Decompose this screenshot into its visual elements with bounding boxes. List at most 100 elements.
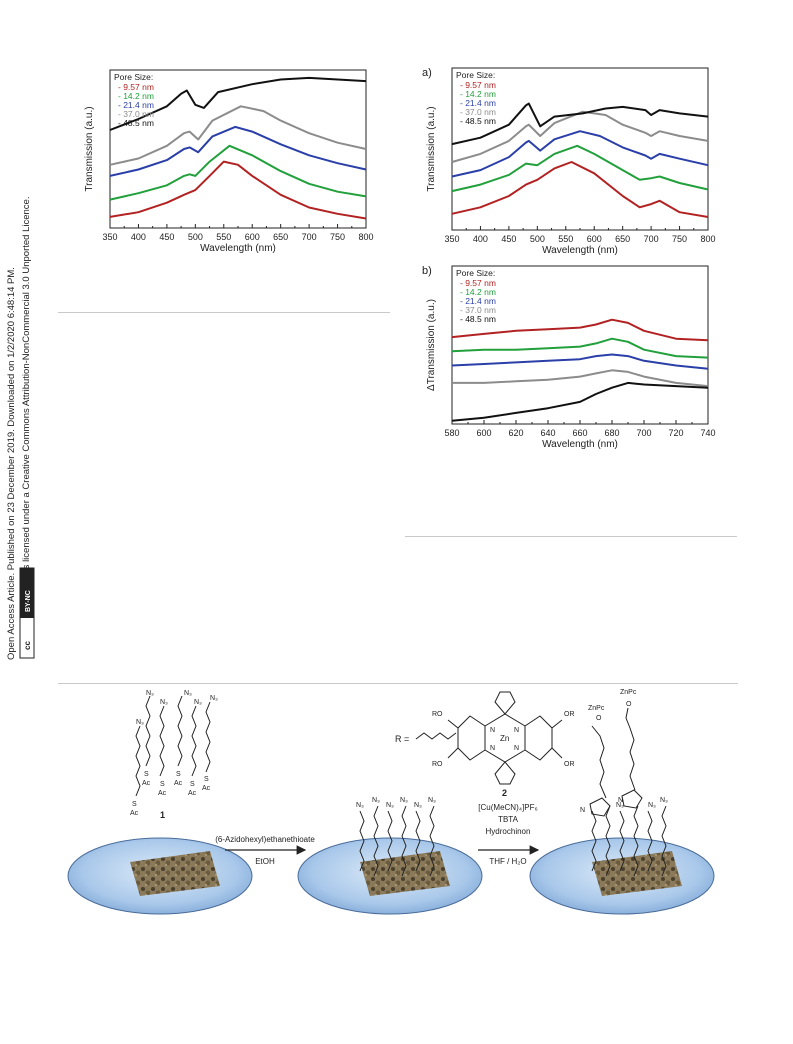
panel-label: a) [422,67,432,79]
legend-title: Pore Size: [114,72,153,82]
x-tick-label: 450 [159,232,174,242]
divider-left [58,312,390,313]
n-label: N [490,745,495,752]
substrate-disc-2 [297,837,483,915]
divider-right [405,536,737,537]
x-tick-label: 660 [572,428,587,438]
series-line [451,381,709,422]
arrow-1-reagent: (6-Azidohexyl)ethanethioate [215,835,315,844]
compound-1-number: 1 [160,810,165,820]
or-label: OR [564,761,575,768]
x-tick-label: 500 [188,232,203,242]
ro-label: RO [432,761,443,768]
ac-label: Ac [174,780,183,787]
phthalocyanine-2: RO OR RO OR Zn N N N N R = 2 [395,691,575,798]
znpc-label: ZnPc [588,705,605,712]
series-line [451,353,709,370]
legend-entry: - 14.2 nm [460,89,496,99]
monolayer-n3-labels: N₃ N₃ N₃ N₃ N₃ N₃ [356,797,436,809]
x-tick-label: 600 [587,234,602,244]
legend-title: Pore Size: [456,268,495,278]
series-line [109,76,367,131]
legend-entry: - 21.4 nm [118,100,154,110]
series-line [452,369,709,388]
cc-license-badge[interactable]: cc BY-NC [19,567,35,659]
x-tick-label: 700 [644,234,659,244]
license-sidebar: Open Access Article. Published on 23 Dec… [0,0,40,1039]
series-line [109,160,367,220]
sidebar-line-2: This article is licensed under a Creativ… [21,197,32,620]
s-label: S [204,776,209,783]
arrow-1-solvent: EtOH [255,857,275,866]
reaction-scheme: N₃ N₃ N₃ N₃ N₃ N₃ S Ac S Ac S Ac S Ac S … [67,689,715,915]
s-label: S [132,801,137,808]
legend-entry: - 37.0 nm [460,107,496,117]
legend-entry: - 21.4 nm [460,98,496,108]
transmission-chart-left: 350 400 450 500 550 600 650 700 750 800 Wavelength… [84,69,374,254]
azide-monolayer [359,805,435,877]
ac-label: Ac [130,810,139,817]
license-sidebar-svg: Open Access Article. Published on 23 Dec… [6,197,35,660]
n3-label: N₃ [136,719,144,726]
cc-badge-text: cc [23,641,32,650]
legend-entry: - 37.0 nm [118,109,154,119]
compound-2-number: 2 [502,788,507,798]
series-line [451,144,709,193]
x-axis-label: Wavelength (nm) [542,245,618,256]
y-axis-label: Transmission (a.u.) [84,106,95,191]
series-line [451,161,709,218]
x-tick-label: 500 [530,234,545,244]
znpc-labels: ZnPc O ZnPc O N₃ N₃ N₃ N N [580,689,668,814]
x-tick-label: 550 [216,232,231,242]
y-axis-label: ΔTransmission (a.u.) [426,299,437,391]
x-tick-label: 700 [302,232,317,242]
series-line [109,125,367,177]
series-line [451,337,709,359]
n-label: N [514,727,519,734]
x-tick-label: 400 [131,232,146,242]
s-label: S [160,781,165,788]
n3-label: N₃ [210,695,218,702]
x-tick-label: 680 [604,428,619,438]
x-tick-label: 450 [501,234,516,244]
series-line [451,102,709,146]
n3-label: N₃ [660,797,668,804]
legend-entry: - 37.0 nm [460,305,496,315]
n3-label: N₃ [428,797,436,804]
zn-label: Zn [500,734,509,743]
n3-label: N₃ [400,797,408,804]
o-label: O [596,715,602,722]
legend-entry: - 14.2 nm [118,91,154,101]
delta-transmission-chart-b: 580 600 620 640 660 680 700 720 740 Wavelength (n… [422,265,716,450]
or-label: OR [564,711,575,718]
x-tick-label: 350 [102,232,117,242]
x-tick-label: 740 [700,428,715,438]
ac-label: Ac [188,790,197,797]
substrate-disc-1 [67,837,253,915]
n3-label: N₃ [372,797,380,804]
x-tick-label: 800 [700,234,715,244]
n-label: N [580,807,585,814]
arrow-2-ligand: TBTA [498,815,519,824]
series-line [109,105,367,166]
znpc-label: ZnPc [620,689,637,696]
znpc-monolayer [591,707,667,877]
x-tick-label: 750 [672,234,687,244]
series-line [451,318,709,342]
x-tick-label: 600 [245,232,260,242]
x-axis-label: Wavelength (nm) [542,439,618,450]
r-definition-label: R = [395,734,409,744]
y-axis-label: Transmission (a.u.) [426,106,437,191]
s-label: S [144,771,149,778]
o-label: O [626,701,632,708]
ac-label: Ac [142,780,151,787]
series-line [451,110,709,163]
n3-label: N₃ [386,802,394,809]
n3-label: N₃ [648,802,656,809]
x-tick-label: 720 [668,428,683,438]
ac-label: Ac [158,790,167,797]
x-tick-label: 400 [473,234,488,244]
transmission-chart-a: 350 400 450 500 550 600 650 700 750 800 Wavelength… [422,67,716,256]
n3-label: N₃ [184,690,192,697]
n3-label: N₃ [616,802,624,809]
